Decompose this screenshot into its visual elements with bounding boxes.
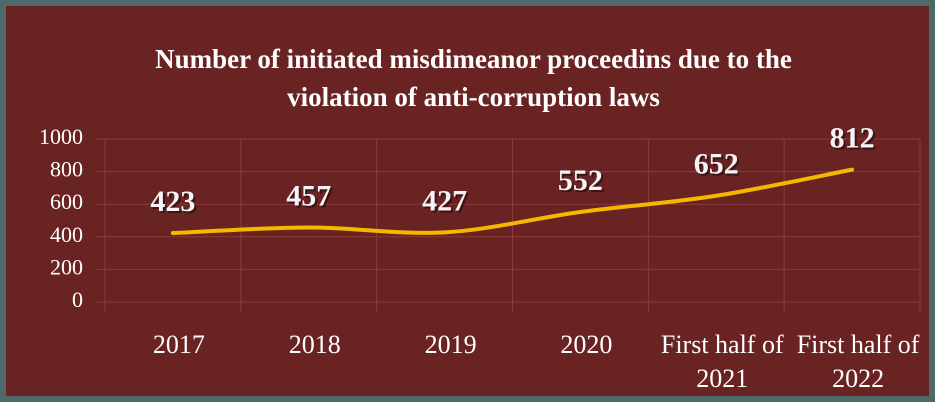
data-label: 457 (286, 179, 331, 212)
x-tick-label: First half of 2022 (796, 330, 920, 393)
y-tick-label: 1000 (39, 124, 83, 149)
x-tick-label: 2020 (560, 330, 613, 359)
data-label: 652 (694, 148, 739, 181)
x-tick-label: 2018 (288, 330, 341, 359)
y-tick-label: 400 (50, 222, 83, 247)
data-label-shadow: 423 (152, 187, 197, 220)
y-tick-label: 800 (50, 157, 83, 182)
data-label: 423 (150, 185, 195, 218)
line (170, 167, 855, 236)
data-label: 552 (558, 164, 603, 197)
data-label-shadow: 427 (424, 186, 469, 219)
data-label-shadow: 652 (696, 150, 741, 183)
data-label-shadow: 552 (560, 166, 605, 199)
data-label: 427 (422, 184, 467, 217)
data-label-shadow: 812 (832, 124, 877, 157)
y-tick-label: 600 (50, 189, 83, 214)
x-tick-label: First half of 2021 (660, 330, 784, 393)
x-tick-label: 2019 (424, 330, 477, 359)
y-tick-label: 0 (72, 287, 83, 312)
y-tick-label: 200 (50, 254, 83, 279)
x-tick-label: 2017 (152, 330, 205, 359)
data-label-shadow: 457 (288, 181, 333, 214)
chart-title: Number of initiated misdimeanor proceedi… (155, 44, 792, 112)
data-label: 812 (830, 122, 875, 155)
